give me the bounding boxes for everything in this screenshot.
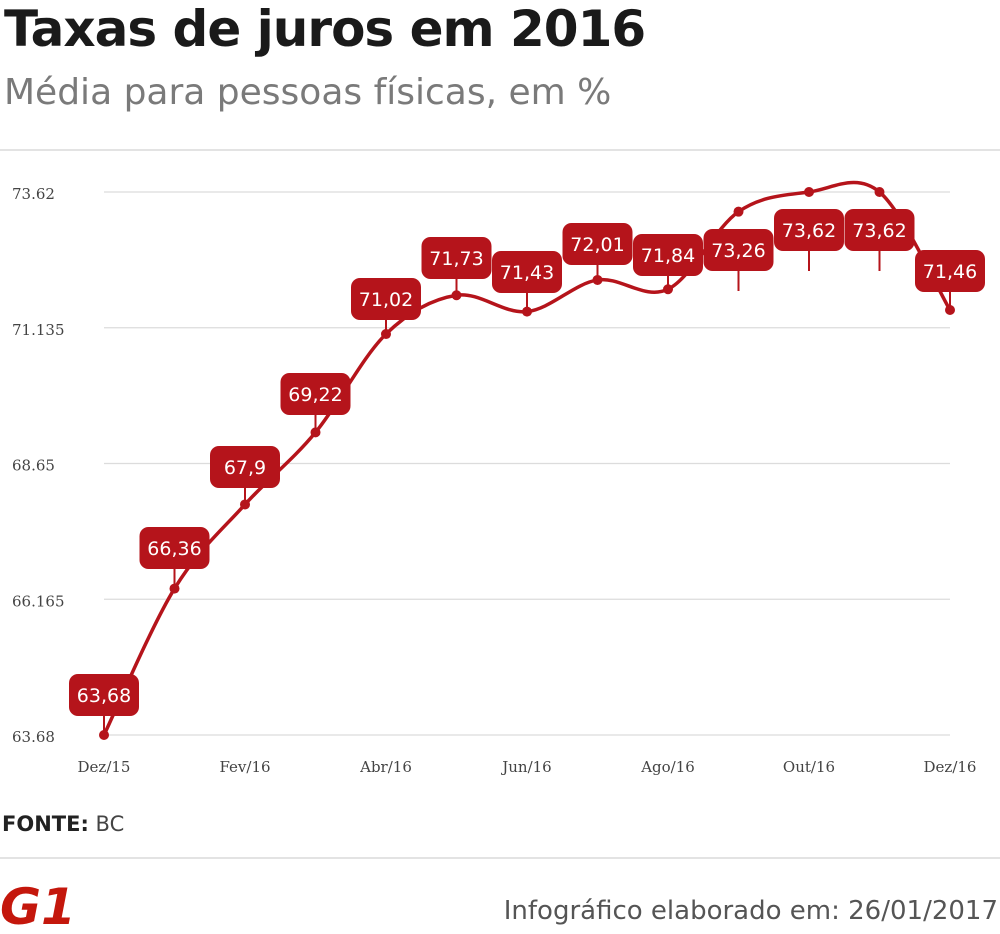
- x-tick-label: Out/16: [783, 758, 835, 776]
- data-point: [804, 187, 814, 197]
- y-axis-ticks: 63.68 66.165 68.65 71.135 73.62: [12, 185, 65, 746]
- data-points: [99, 187, 955, 740]
- data-label: 73,62: [782, 220, 836, 242]
- chart-title: Taxas de juros em 2016: [4, 0, 646, 58]
- data-point: [451, 290, 462, 301]
- data-label: 73,62: [852, 220, 906, 242]
- data-point: [240, 499, 250, 510]
- data-label: 71,46: [923, 261, 977, 283]
- data-labels: 63,68 66,36 67,9 69,22 71,02 71,73 71,43 72,01 7…: [69, 209, 985, 716]
- data-label-box: [139, 527, 210, 569]
- y-tick-label: 66.165: [12, 592, 65, 610]
- y-tick-label: 71.135: [12, 321, 65, 339]
- y-tick-label: 68.65: [12, 457, 55, 475]
- data-label-box: [492, 251, 562, 293]
- x-tick-label: Jun/16: [500, 758, 551, 776]
- g1-logo: G1: [0, 878, 70, 930]
- line-chart: 63.68 66.165 68.65 71.135 73.62 Dez/15 Fev/16…: [12, 180, 985, 776]
- data-label-box: [774, 209, 844, 251]
- data-label-box: [351, 278, 421, 320]
- data-label: 67,9: [224, 457, 266, 479]
- data-label-box: [844, 209, 915, 251]
- data-label-box: [915, 250, 985, 292]
- x-tick-label: Dez/15: [78, 758, 131, 776]
- data-point: [592, 274, 603, 285]
- source-note: FONTE: BC: [2, 812, 124, 836]
- chart-subtitle: Média para pessoas físicas, em %: [4, 72, 612, 113]
- data-label-box: [69, 674, 139, 716]
- data-label-box: [280, 373, 351, 415]
- x-tick-label: Ago/16: [640, 758, 695, 776]
- header-divider: [0, 149, 1000, 151]
- data-label: 71,43: [500, 262, 554, 284]
- x-tick-label: Dez/16: [924, 758, 977, 776]
- x-tick-label: Fev/16: [219, 758, 270, 776]
- data-label-box: [421, 237, 492, 279]
- y-tick-label: 63.68: [12, 728, 55, 746]
- credit-note: Infográfico elaborado em: 26/01/2017: [503, 896, 998, 926]
- source-label: FONTE:: [2, 812, 89, 836]
- data-label-box: [210, 446, 280, 488]
- source-value: BC: [95, 812, 125, 836]
- data-point: [522, 306, 532, 317]
- data-point: [310, 427, 321, 438]
- data-label: 71,73: [429, 248, 483, 270]
- data-label-box: [633, 234, 703, 276]
- data-label: 71,84: [641, 245, 695, 267]
- data-point: [874, 187, 885, 197]
- data-label: 69,22: [288, 384, 342, 406]
- data-point: [733, 206, 744, 217]
- data-label: 66,36: [147, 538, 201, 560]
- y-tick-label: 73.62: [12, 185, 55, 203]
- x-axis-ticks: Dez/15 Fev/16 Abr/16 Jun/16 Ago/16 Out/16 Dez/…: [78, 758, 977, 776]
- footer-divider: [0, 857, 1000, 859]
- data-label: 71,02: [359, 289, 413, 311]
- data-point: [945, 304, 955, 315]
- data-point: [99, 730, 109, 740]
- data-point: [663, 284, 673, 295]
- data-label: 73,26: [711, 240, 765, 262]
- g1-logo-text: G1: [0, 878, 70, 930]
- label-stems: [103, 249, 951, 735]
- data-label: 63,68: [77, 685, 131, 707]
- data-point: [169, 583, 180, 594]
- data-point: [381, 329, 391, 340]
- data-label-box: [703, 229, 774, 271]
- x-tick-label: Abr/16: [359, 758, 412, 776]
- data-label-box: [562, 223, 633, 265]
- data-label: 72,01: [570, 234, 624, 256]
